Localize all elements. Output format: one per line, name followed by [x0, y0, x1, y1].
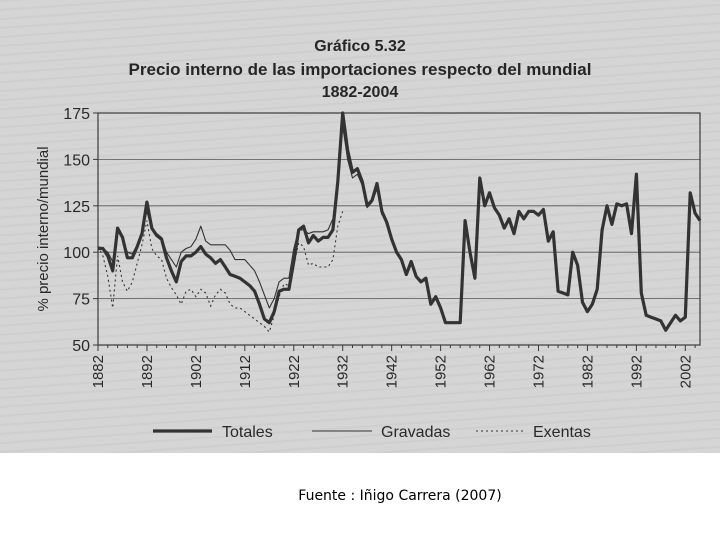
legend: Totales Gravadas Exentas: [153, 424, 591, 441]
plot-frame: [97, 112, 701, 346]
series-layer: [97, 111, 702, 334]
x-tick-label: 1882: [90, 355, 107, 388]
y-axis: 50 75 100 125 150 175: [63, 106, 98, 355]
x-tick-label: 1982: [579, 355, 596, 388]
y-tick-label: 175: [63, 106, 90, 123]
legend-label-gravadas: Gravadas: [381, 424, 450, 441]
x-tick-label: 1962: [482, 355, 499, 388]
chart-title-block: Gráfico 5.32 Precio interno de las impor…: [40, 35, 680, 104]
x-tick-label: 2002: [677, 355, 694, 388]
y-tick-label: 75: [72, 292, 90, 309]
source-note: Fuente : Iñigo Carrera (2007): [298, 488, 502, 504]
y-tick-label: 150: [63, 152, 90, 169]
chart-subtitle: Precio interno de las importaciones resp…: [128, 60, 592, 79]
grid-layer: [98, 112, 700, 346]
chart-title: Gráfico 5.32: [314, 38, 406, 55]
series-line-totales: [98, 111, 702, 332]
x-tick-label: 1972: [530, 355, 547, 388]
x-axis: 1882 1892 1902 1912 1922 1932 1942 1952 1962 1972…: [90, 345, 696, 388]
y-axis-label: % precio interno/mundial: [35, 146, 52, 311]
x-tick-label: 1902: [188, 355, 205, 388]
legend-label-exentas: Exentas: [533, 424, 591, 441]
y-tick-label: 50: [72, 338, 90, 355]
x-tick-label: 1952: [433, 355, 450, 388]
x-tick-label: 1942: [384, 355, 401, 388]
x-tick-label: 1992: [628, 355, 645, 388]
legend-label-totales: Totales: [222, 424, 273, 441]
y-tick-label: 100: [63, 245, 90, 262]
chart-photo: Gráfico 5.32 Precio interno de las impor…: [0, 0, 720, 453]
x-tick-label: 1912: [237, 355, 254, 388]
x-tick-label: 1922: [286, 355, 303, 388]
x-tick-label: 1892: [139, 355, 156, 388]
series-line-exentas: [97, 211, 344, 334]
chart-period: 1882-2004: [321, 84, 399, 101]
line-chart: 50 75 100 125 150 175 1882 1892 1902 1912 1922 193…: [35, 106, 702, 441]
y-tick-label: 125: [63, 199, 90, 216]
x-tick-label: 1932: [335, 355, 352, 388]
